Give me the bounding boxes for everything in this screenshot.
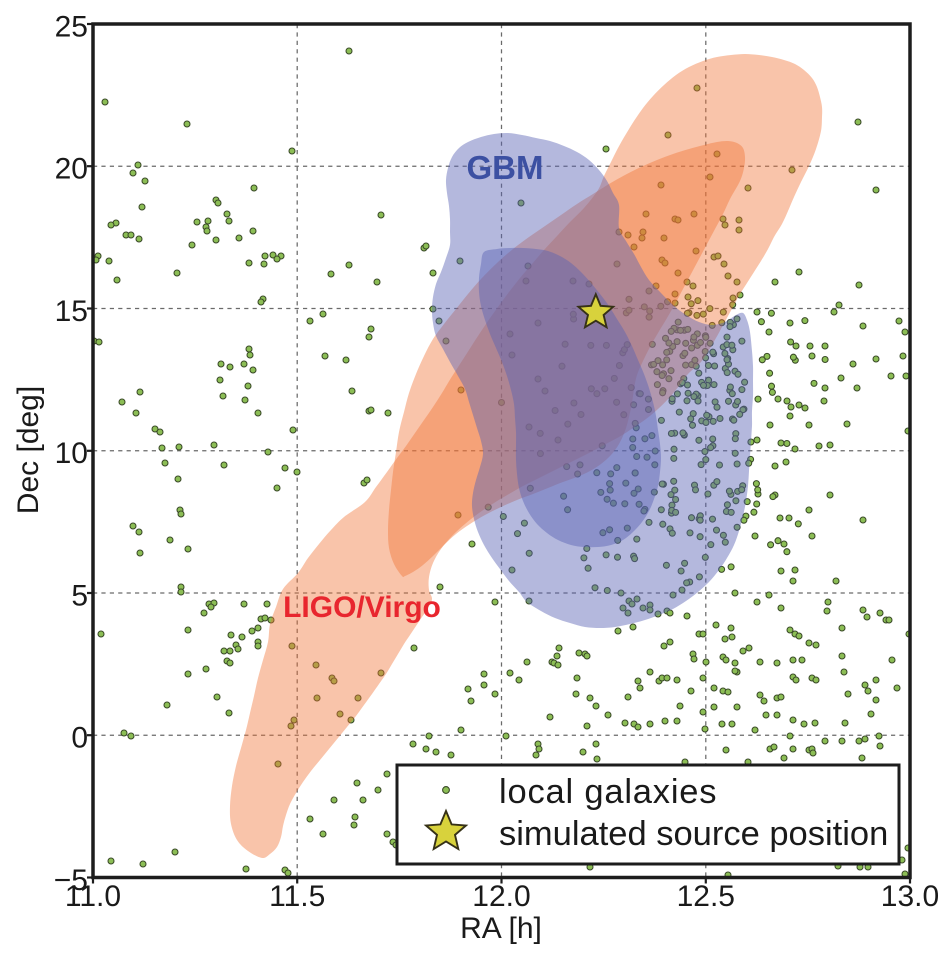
svg-text:simulated source position: simulated source position (499, 815, 888, 853)
svg-text:−5: −5 (54, 864, 88, 897)
svg-text:0: 0 (71, 722, 88, 755)
svg-text:10: 10 (55, 437, 88, 470)
svg-text:25: 25 (55, 10, 88, 43)
svg-text:local galaxies: local galaxies (499, 773, 717, 811)
svg-text:12.0: 12.0 (472, 880, 530, 913)
svg-text:15: 15 (55, 295, 88, 328)
svg-text:GBM: GBM (467, 149, 544, 186)
svg-text:13.0: 13.0 (881, 880, 939, 913)
svg-text:Dec [deg]: Dec [deg] (12, 386, 45, 514)
svg-text:20: 20 (55, 153, 88, 186)
svg-text:11.5: 11.5 (269, 880, 325, 913)
svg-text:11.0: 11.0 (65, 880, 121, 913)
svg-text:12.5: 12.5 (677, 880, 735, 913)
svg-text:LIGO/Virgo: LIGO/Virgo (283, 591, 441, 624)
svg-text:RA [h]: RA [h] (460, 912, 542, 945)
svg-text:5: 5 (71, 579, 88, 612)
